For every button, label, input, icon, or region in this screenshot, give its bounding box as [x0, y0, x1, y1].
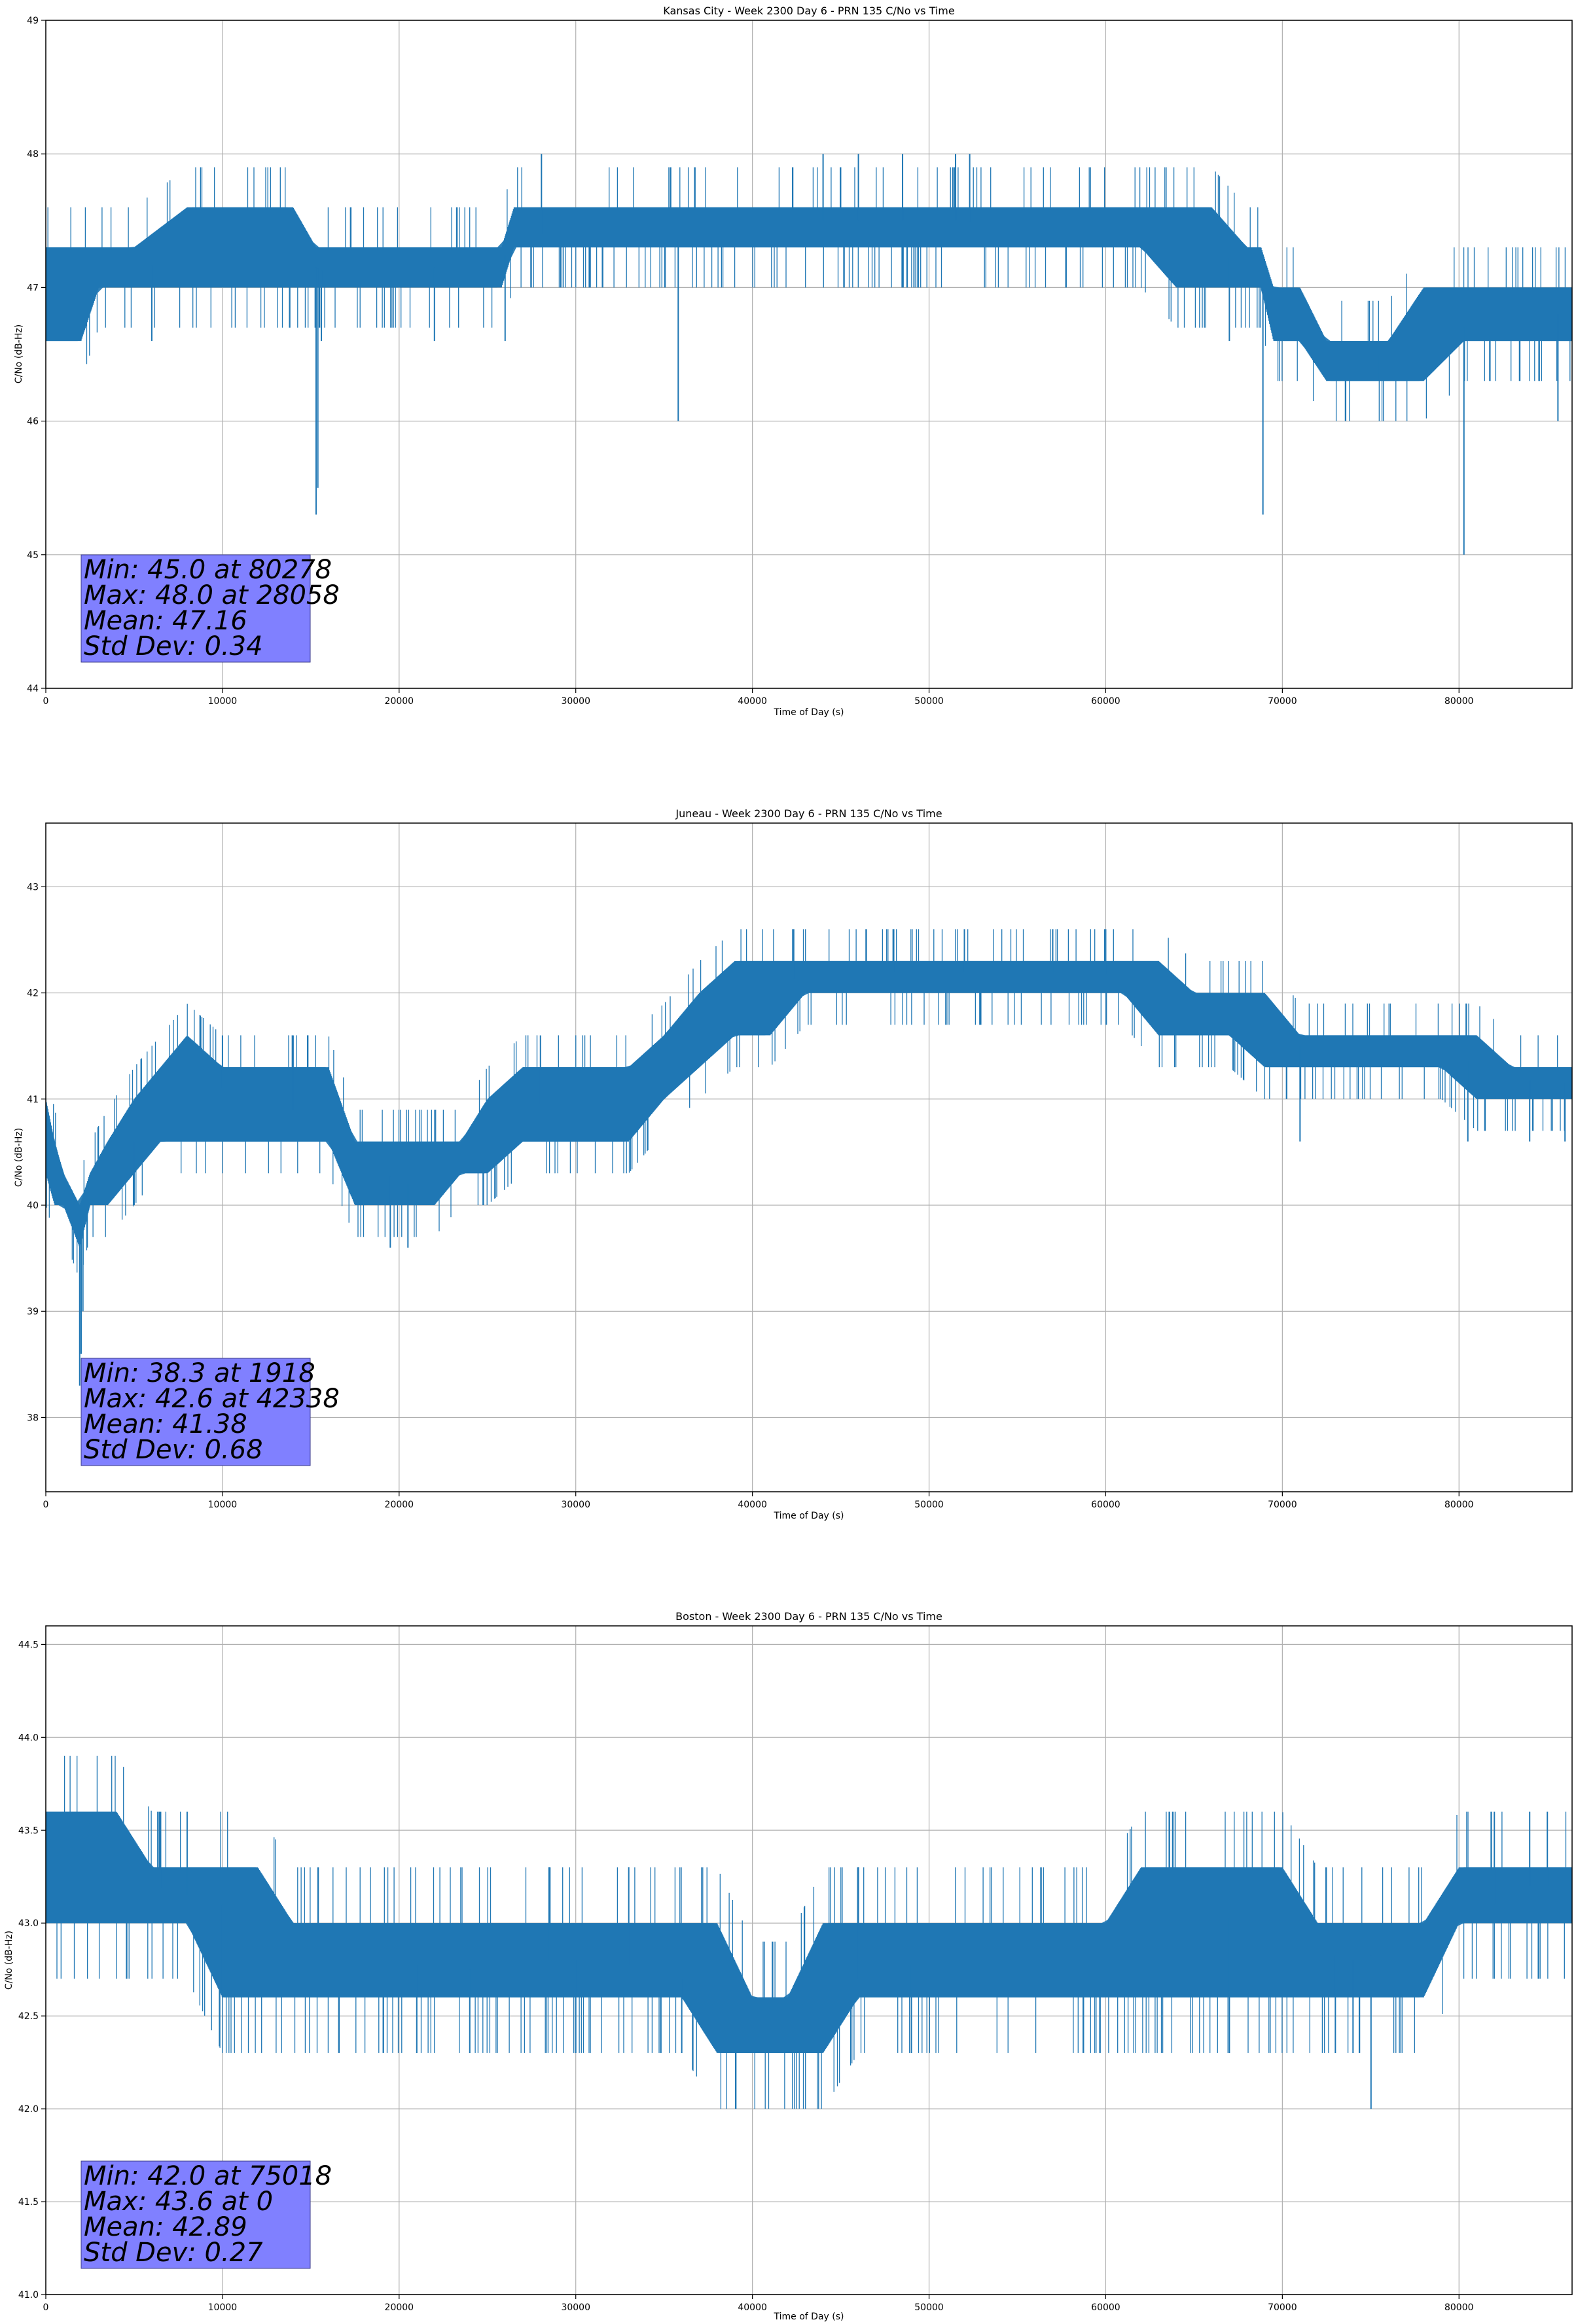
stats-line: Min: 38.3 at 1918: [84, 1358, 315, 1388]
stats-line: Max: 43.6 at 0: [84, 2187, 273, 2217]
y-tick-label: 48: [27, 149, 39, 160]
x-tick-label: 0: [43, 2302, 49, 2313]
y-tick-label: 45: [27, 550, 39, 561]
stats-line: Mean: 41.38: [84, 1409, 247, 1439]
y-tick-label: 39: [27, 1307, 39, 1317]
x-tick-label: 20000: [385, 1500, 414, 1510]
stats-line: Std Dev: 0.68: [84, 1435, 263, 1465]
y-axis-label: C/No (dB-Hz): [4, 1931, 14, 1990]
stats-line: Mean: 47.16: [84, 606, 247, 636]
y-tick-label: 42.0: [18, 2104, 39, 2115]
y-tick-label: 40: [27, 1201, 39, 1211]
y-tick-label: 47: [27, 283, 39, 293]
y-tick-label: 44.0: [18, 1733, 39, 1743]
stats-box-bg: [81, 1358, 311, 1466]
y-tick-label: 44: [27, 684, 39, 694]
x-tick-label: 60000: [1091, 2302, 1120, 2313]
x-tick-label: 30000: [561, 2302, 590, 2313]
x-tick-label: 80000: [1444, 2302, 1474, 2313]
y-tick-label: 43: [27, 882, 39, 892]
panel-title: Juneau - Week 2300 Day 6 - PRN 135 C/No …: [675, 807, 942, 820]
x-tick-label: 80000: [1444, 1500, 1474, 1510]
x-tick-label: 80000: [1444, 696, 1474, 707]
axes-frame: [45, 822, 1573, 1492]
x-axis-label: Time of Day (s): [774, 1511, 844, 1521]
axes-frame: [45, 1625, 1573, 2295]
y-tick-label: 42: [27, 989, 39, 999]
ticks: 0 10000 20000 30000 40000 50000 60000 70000 8000…: [27, 882, 1473, 1510]
series-spikes: [151, 154, 1559, 555]
stats-line: Std Dev: 0.34: [84, 631, 263, 661]
stats-line: Min: 45.0 at 80278: [84, 555, 332, 585]
series-group: [46, 929, 1572, 1386]
y-tick-label: 49: [27, 16, 39, 26]
x-tick-label: 10000: [208, 2302, 238, 2313]
x-tick-label: 40000: [738, 696, 767, 707]
kansas-city-panel: Kansas City - Week 2300 Day 6 - PRN 135 …: [14, 5, 1573, 718]
x-tick-label: 50000: [914, 1500, 944, 1510]
series-spikes: [79, 929, 1566, 1386]
stats-line: Max: 42.6 at 42338: [84, 1384, 340, 1414]
stats-line: Std Dev: 0.27: [84, 2238, 263, 2268]
stats-line: Max: 48.0 at 28058: [84, 580, 340, 610]
y-tick-label: 46: [27, 417, 39, 427]
y-tick-label: 42.5: [18, 2011, 39, 2022]
y-tick-label: 44.5: [18, 1640, 39, 1650]
x-tick-label: 0: [43, 1500, 49, 1510]
y-tick-label: 41.5: [18, 2197, 39, 2208]
x-tick-label: 10000: [208, 1500, 238, 1510]
stats-line: Mean: 42.89: [84, 2212, 247, 2242]
series-group: [46, 1755, 1572, 2109]
panel-title: Boston - Week 2300 Day 6 - PRN 135 C/No …: [675, 1610, 942, 1623]
boston-panel: Boston - Week 2300 Day 6 - PRN 135 C/No …: [4, 1610, 1573, 2322]
x-tick-label: 20000: [385, 2302, 414, 2313]
y-tick-label: 43.0: [18, 1918, 39, 1929]
ticks: 0 10000 20000 30000 40000 50000 60000 70000 8000…: [27, 16, 1473, 707]
stats-box-bg: [81, 2160, 311, 2269]
x-tick-label: 60000: [1091, 696, 1120, 707]
series-line: [46, 929, 1572, 1273]
x-tick-label: 0: [43, 696, 49, 707]
x-axis-label: Time of Day (s): [774, 2312, 844, 2321]
x-axis-label: Time of Day (s): [774, 707, 844, 718]
panel-title: Kansas City - Week 2300 Day 6 - PRN 135 …: [663, 5, 954, 17]
series-spikes: [46, 1811, 1549, 2109]
juneau-panel: Juneau - Week 2300 Day 6 - PRN 135 C/No …: [14, 807, 1573, 1521]
stats-box-bg: [81, 554, 311, 663]
x-tick-label: 20000: [385, 696, 414, 707]
x-tick-label: 70000: [1268, 2302, 1297, 2313]
x-tick-label: 50000: [914, 696, 944, 707]
series-line: [46, 167, 1572, 421]
y-tick-label: 41: [27, 1095, 39, 1105]
x-tick-label: 40000: [738, 1500, 767, 1510]
y-tick-label: 38: [27, 1413, 39, 1423]
y-tick-label: 41.0: [18, 2290, 39, 2300]
x-tick-label: 40000: [738, 2302, 767, 2313]
x-tick-label: 70000: [1268, 696, 1297, 707]
x-tick-label: 60000: [1091, 1500, 1120, 1510]
x-tick-label: 30000: [561, 696, 590, 707]
x-tick-label: 10000: [208, 696, 238, 707]
series-line: [46, 1755, 1572, 2109]
stats-line: Min: 42.0 at 75018: [84, 2161, 332, 2191]
y-axis-label: C/No (dB-Hz): [14, 325, 24, 383]
x-tick-label: 70000: [1268, 1500, 1297, 1510]
x-tick-label: 30000: [561, 1500, 590, 1510]
axes-frame: [45, 20, 1573, 689]
y-tick-label: 43.5: [18, 1825, 39, 1836]
ticks: 0 10000 20000 30000 40000 50000 60000 70000 8000…: [18, 1640, 1474, 2313]
series-group: [46, 154, 1572, 555]
y-axis-label: C/No (dB-Hz): [14, 1128, 24, 1187]
x-tick-label: 50000: [914, 2302, 944, 2313]
